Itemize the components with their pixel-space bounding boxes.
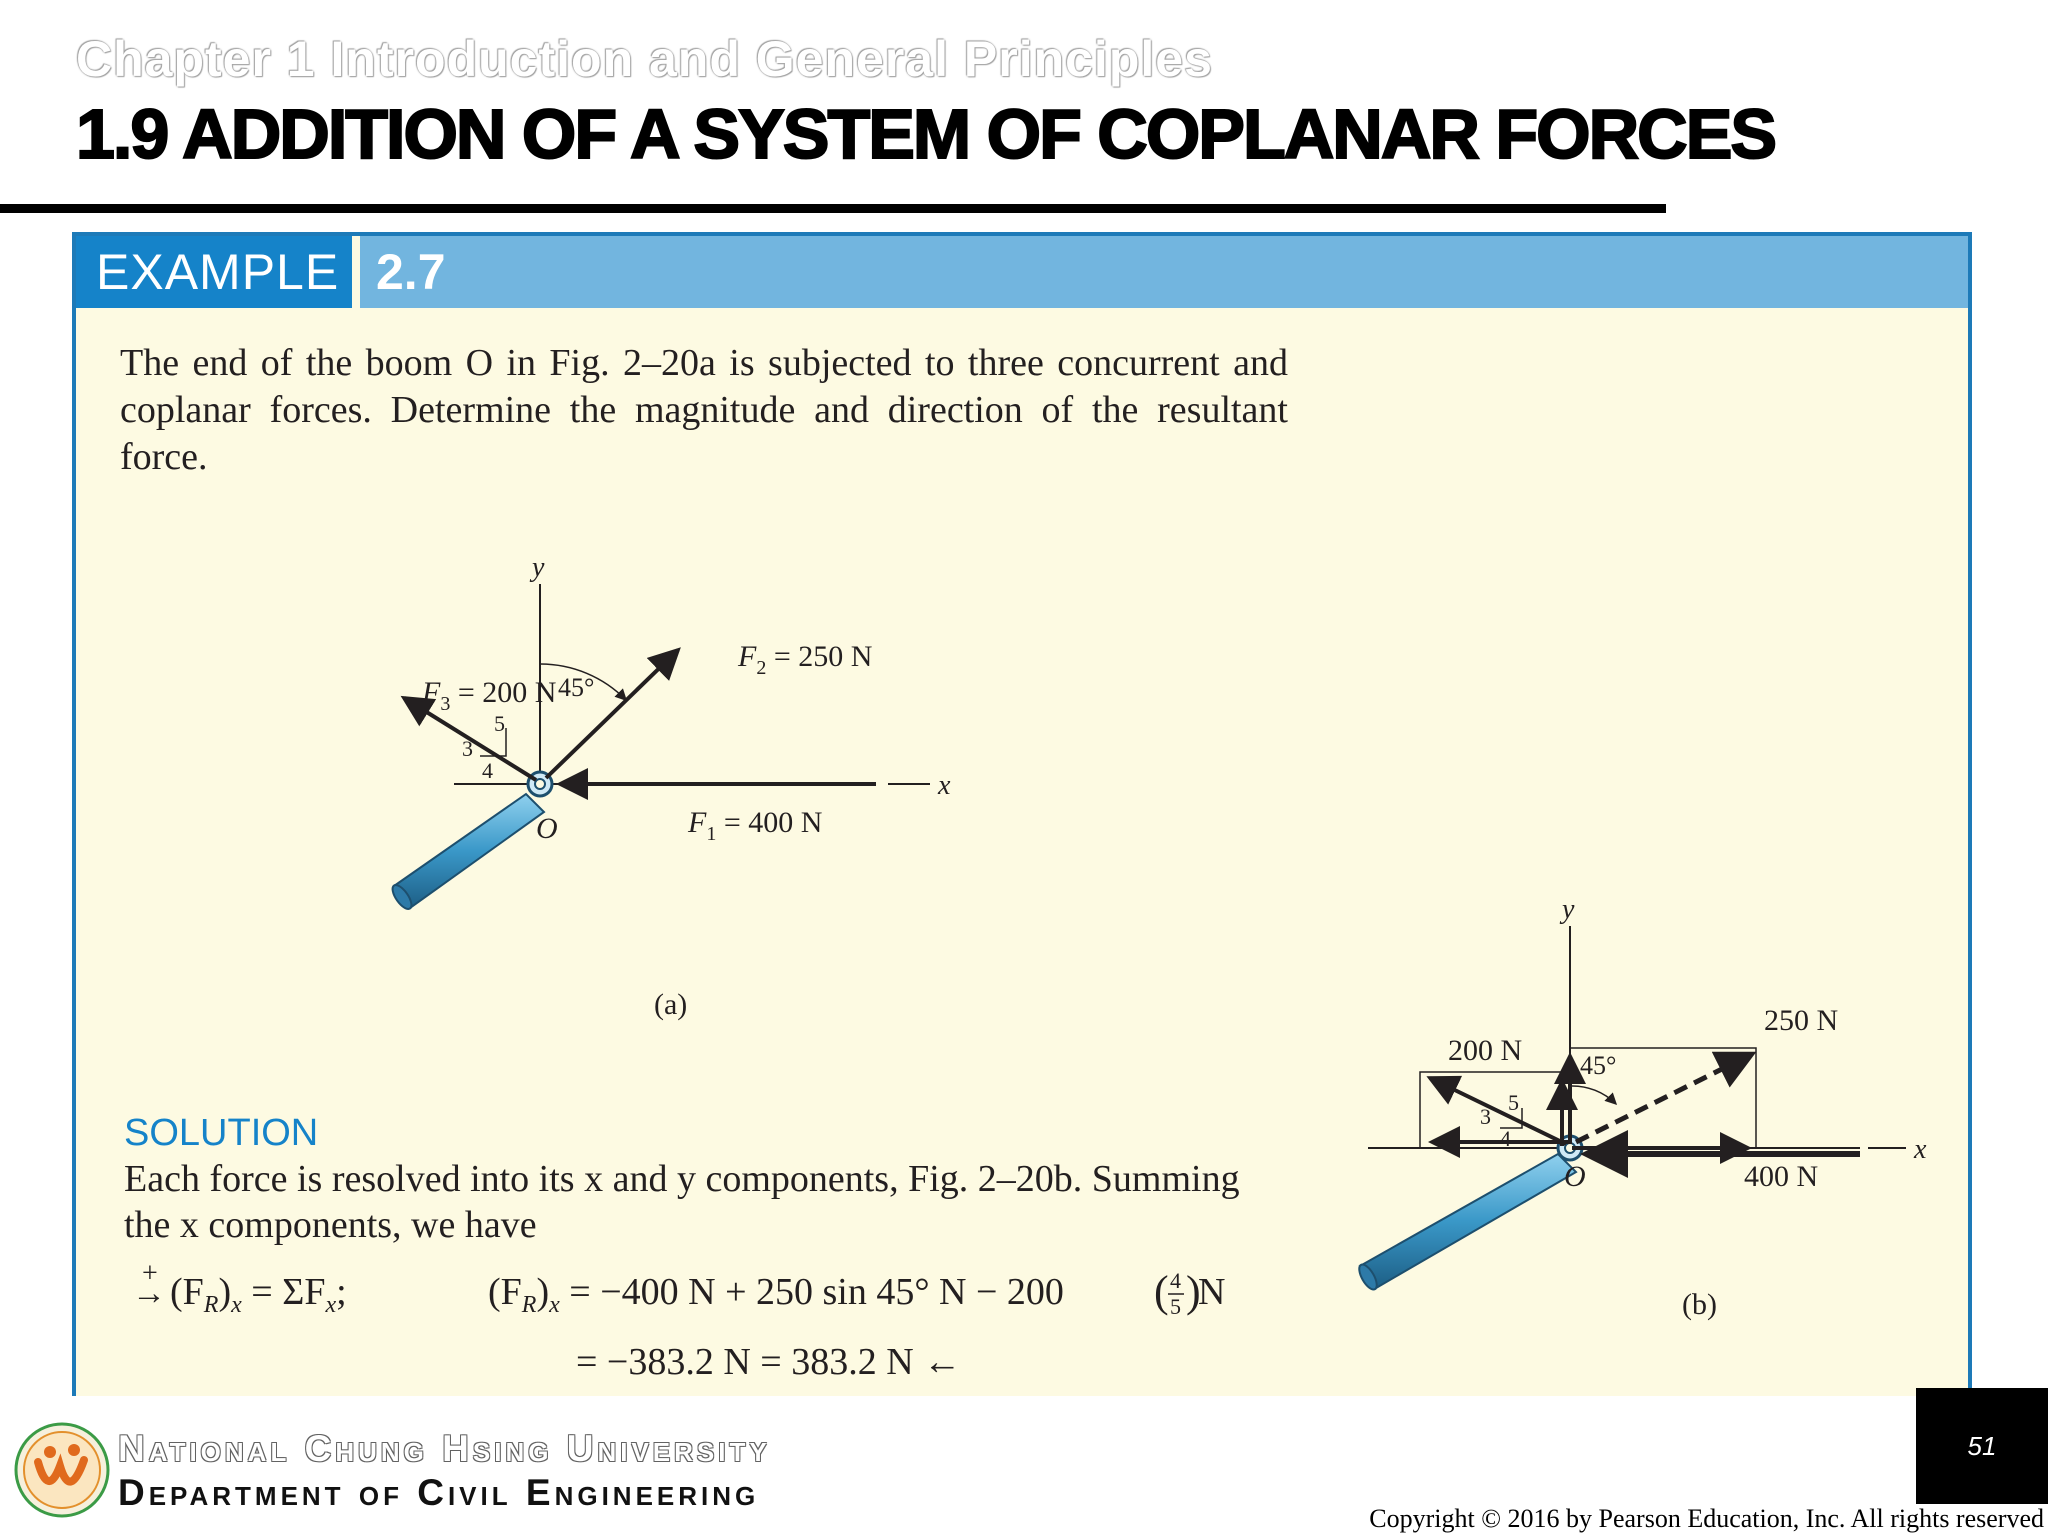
slope-run-a: 4	[482, 758, 493, 783]
eq-rhs-end: N	[1198, 1271, 1225, 1313]
caption-b: (b)	[1682, 1288, 1717, 1321]
university-logo	[14, 1422, 110, 1518]
slope-triangle-a	[480, 728, 507, 757]
y-label-a: y	[529, 552, 545, 583]
example-header-separator	[352, 236, 360, 308]
x-label-a: x	[937, 770, 951, 801]
eq-rhs-head: (FR)x = −400 N + 250 sin 45° N − 200	[488, 1271, 1064, 1318]
eq-line2: = −383.2 N = 383.2 N ←	[576, 1341, 961, 1383]
problem-statement: The end of the boom O in Fig. 2–20a is s…	[120, 342, 1288, 478]
slope-triangle-b	[1500, 1108, 1523, 1129]
section-title: 1.9 ADDITION OF A SYSTEM OF COPLANAR FOR…	[75, 94, 1778, 174]
angle-label-b: 45°	[1580, 1051, 1616, 1080]
angle-label-a: 45°	[558, 673, 594, 702]
figure-a: y x 45° 5 3 4 F2 = 250 N F3 = 200 N	[391, 552, 951, 1021]
origin-label-a: O	[536, 812, 558, 845]
angle-arc-a	[539, 663, 628, 702]
f1-label-a: F1 = 400 N	[687, 806, 822, 845]
example-header-bar: EXAMPLE 2.7	[76, 236, 1968, 308]
force-f2-b	[1574, 1051, 1757, 1145]
origin-label-b: O	[1564, 1160, 1586, 1193]
eq-arrow: →	[132, 1275, 166, 1312]
copyright-notice: Copyright © 2016 by Pearson Education, I…	[1369, 1504, 2044, 1533]
boom-b	[1358, 1134, 1584, 1291]
university-name: National Chung Hsing University	[118, 1428, 771, 1469]
eq-frac-den: 5	[1170, 1294, 1181, 1319]
slope-hyp-a: 5	[494, 711, 505, 736]
eq-paren-open: (	[1154, 1267, 1169, 1316]
eq-plus: +	[142, 1258, 158, 1289]
force-f3-a	[400, 695, 538, 782]
slope-run-b: 4	[1500, 1126, 1511, 1151]
f3-component-box	[1419, 1071, 1570, 1148]
force-f2-a	[544, 647, 681, 780]
slope-hyp-b: 5	[1508, 1090, 1519, 1115]
eq-paren-close: )	[1186, 1267, 1201, 1316]
equation: + → (FR)x = ΣFx; (FR)x = −400 N + 250 si…	[132, 1258, 1225, 1383]
slope-rise-b: 3	[1480, 1104, 1491, 1129]
example-card: EXAMPLE 2.7 The end of the boom O in Fig…	[72, 232, 1972, 1396]
f2-label-a: F2 = 250 N	[737, 640, 872, 679]
caption-a: (a)	[654, 988, 687, 1021]
example-label: EXAMPLE	[76, 236, 352, 308]
x-label-b: x	[1913, 1134, 1927, 1165]
department-name: Department of Civil Engineering	[118, 1472, 760, 1513]
eq-frac-num: 4	[1170, 1268, 1181, 1293]
example-number: 2.7	[376, 244, 446, 300]
page-number: 51	[1916, 1388, 2048, 1504]
solution-text: Each force is resolved into its x and y …	[124, 1158, 1240, 1246]
eq-lhs: (FR)x = ΣFx;	[170, 1271, 347, 1318]
solution-heading: SOLUTION	[124, 1112, 319, 1154]
f1-label-b: 400 N	[1744, 1160, 1818, 1193]
angle-arc-b	[1569, 1085, 1618, 1106]
f2-component-box	[1570, 1047, 1757, 1148]
f3-label-b: 200 N	[1448, 1034, 1522, 1067]
chapter-title: Chapter 1 Introduction and General Princ…	[76, 31, 1213, 87]
boom-a	[391, 770, 554, 910]
title-underline	[0, 204, 1666, 213]
y-label-b: y	[1559, 894, 1575, 925]
slope-rise-a: 3	[462, 736, 473, 761]
figure-b: y x 45° 5 3 4 250 N 200 N	[1358, 894, 1927, 1321]
f3-label-a: F3 = 200 N	[421, 676, 556, 715]
f2-label-b: 250 N	[1764, 1004, 1838, 1037]
force-f3-b	[1426, 1075, 1567, 1146]
